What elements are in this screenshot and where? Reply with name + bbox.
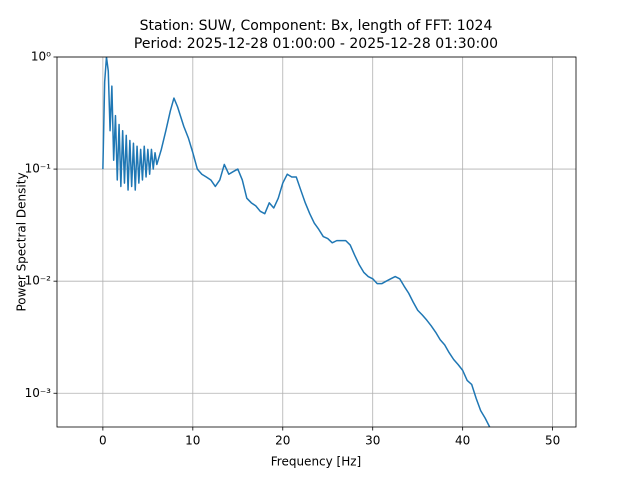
- x-tick-label: 50: [545, 434, 560, 448]
- chart-title: Station: SUW, Component: Bx, length of F…: [140, 18, 493, 34]
- y-tick-label: 10⁰: [31, 50, 51, 64]
- y-axis-label: Power Spectral Density: [15, 172, 29, 311]
- x-tick-label: 20: [275, 434, 290, 448]
- y-tick-label: 10⁻²: [25, 274, 52, 288]
- x-axis-label: Frequency [Hz]: [271, 455, 362, 469]
- x-tick-label: 40: [455, 434, 470, 448]
- x-tick-label: 10: [185, 434, 200, 448]
- plot-frame: [56, 56, 577, 428]
- data-line: [102, 57, 491, 427]
- chart-subtitle: Period: 2025-12-28 01:00:00 - 2025-12-28…: [134, 36, 498, 52]
- y-tick-label: 10⁻³: [25, 386, 52, 400]
- x-tick-label: 0: [99, 434, 107, 448]
- x-tick-label: 30: [365, 434, 380, 448]
- y-tick-label: 10⁻¹: [25, 162, 52, 176]
